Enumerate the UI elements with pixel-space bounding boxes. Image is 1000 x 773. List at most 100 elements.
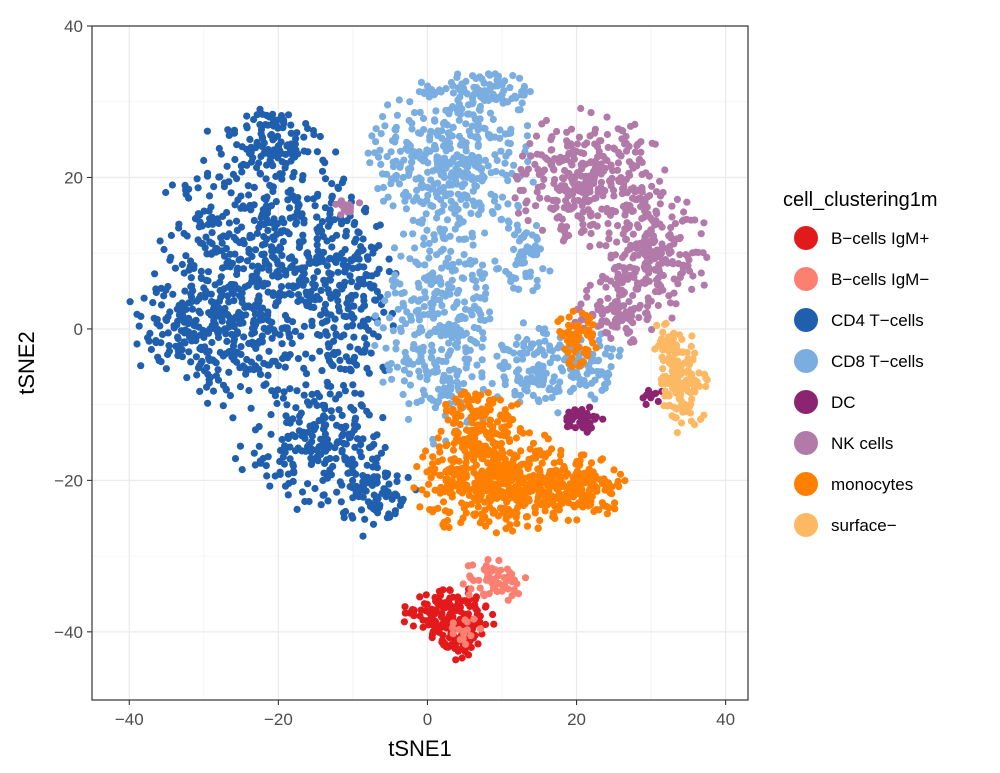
data-point <box>418 486 426 494</box>
data-point <box>539 490 547 498</box>
data-point <box>157 301 166 309</box>
data-point <box>300 147 308 155</box>
data-point <box>190 262 198 270</box>
data-point <box>510 586 518 594</box>
data-point <box>313 401 321 410</box>
data-point <box>239 265 248 273</box>
data-point <box>557 315 565 323</box>
data-point <box>638 184 646 192</box>
data-point <box>284 491 292 499</box>
data-point <box>322 456 331 464</box>
data-point <box>620 264 628 272</box>
data-point <box>598 317 606 325</box>
data-point <box>436 471 444 479</box>
data-point <box>551 176 559 184</box>
data-point <box>268 334 276 342</box>
data-point <box>178 353 186 361</box>
data-point <box>266 324 274 332</box>
data-point <box>572 482 580 490</box>
data-point <box>532 202 540 210</box>
data-point <box>584 426 592 434</box>
data-point <box>285 230 293 238</box>
y-tick-label: −20 <box>54 471 83 490</box>
data-point <box>311 202 319 210</box>
data-point <box>453 343 461 351</box>
data-point <box>363 461 371 469</box>
data-point <box>622 324 630 333</box>
data-point <box>523 122 532 130</box>
data-point <box>509 459 517 467</box>
data-point <box>237 223 246 231</box>
data-point <box>352 235 360 243</box>
data-point <box>505 421 513 429</box>
data-point <box>466 346 474 354</box>
data-point <box>499 450 507 458</box>
data-point <box>683 198 691 206</box>
data-point <box>589 321 597 329</box>
data-point <box>504 217 512 225</box>
data-point <box>182 186 190 194</box>
data-point <box>429 269 437 277</box>
data-point <box>175 311 183 319</box>
data-point <box>569 307 577 315</box>
data-point <box>645 269 653 277</box>
data-point <box>518 234 526 242</box>
data-point <box>702 382 710 390</box>
data-point <box>459 580 467 588</box>
data-point <box>187 299 195 307</box>
data-point <box>317 501 325 509</box>
data-point <box>241 303 249 311</box>
data-point <box>449 458 457 466</box>
data-point <box>453 300 461 308</box>
data-point <box>256 169 264 177</box>
data-point <box>658 240 666 248</box>
data-point <box>416 373 424 381</box>
data-point <box>449 260 457 268</box>
data-point <box>642 275 650 283</box>
data-point <box>573 490 581 498</box>
data-point <box>374 185 382 193</box>
data-point <box>319 476 327 485</box>
data-point <box>431 236 439 244</box>
x-axis: −40 −20 0 20 40 <box>115 700 735 729</box>
data-point <box>608 206 617 215</box>
data-point <box>313 241 321 249</box>
data-point <box>319 491 327 499</box>
data-point <box>391 289 399 297</box>
data-point <box>314 247 322 255</box>
data-point <box>264 453 272 461</box>
data-point <box>231 201 239 209</box>
data-point <box>230 337 238 346</box>
data-point <box>503 345 511 354</box>
data-point <box>244 182 252 190</box>
data-point <box>265 316 273 325</box>
data-point <box>316 347 324 355</box>
data-point <box>347 295 355 303</box>
data-point <box>498 215 506 223</box>
data-point <box>570 197 578 205</box>
data-point <box>496 134 504 142</box>
data-point <box>571 424 580 432</box>
data-point <box>433 599 441 607</box>
data-point <box>471 133 479 141</box>
data-point <box>693 378 701 386</box>
data-point <box>413 398 421 406</box>
data-point <box>267 430 275 438</box>
data-point <box>647 297 655 305</box>
data-point <box>304 124 312 133</box>
data-point <box>237 343 245 351</box>
data-point <box>202 289 210 297</box>
data-point <box>298 488 307 496</box>
y-tick-label: 20 <box>64 168 83 187</box>
data-point <box>439 377 447 385</box>
data-point <box>608 322 616 330</box>
data-point <box>456 215 464 223</box>
data-point <box>432 296 440 304</box>
data-point <box>449 446 458 454</box>
data-point <box>648 326 656 334</box>
data-point <box>476 106 484 114</box>
data-point <box>328 180 336 188</box>
data-point <box>207 311 215 319</box>
data-point <box>550 459 558 467</box>
